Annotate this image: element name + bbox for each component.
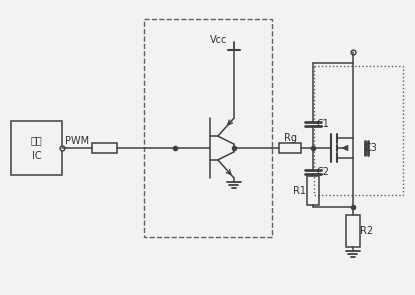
- Text: C3: C3: [364, 143, 377, 153]
- Text: Rg: Rg: [284, 133, 297, 143]
- Text: C1: C1: [317, 119, 330, 129]
- Text: PWM: PWM: [65, 136, 89, 146]
- Text: C2: C2: [316, 167, 330, 177]
- Bar: [307, 176, 319, 205]
- Text: R1: R1: [293, 186, 305, 196]
- Text: IC: IC: [32, 151, 42, 161]
- Bar: [144, 19, 272, 237]
- Bar: [92, 142, 117, 153]
- Text: R2: R2: [360, 226, 373, 236]
- Bar: [314, 66, 403, 195]
- Text: 电源: 电源: [31, 135, 42, 145]
- Bar: [279, 142, 301, 153]
- Bar: [346, 215, 359, 247]
- Text: Vcc: Vcc: [210, 35, 227, 45]
- Bar: [11, 121, 62, 175]
